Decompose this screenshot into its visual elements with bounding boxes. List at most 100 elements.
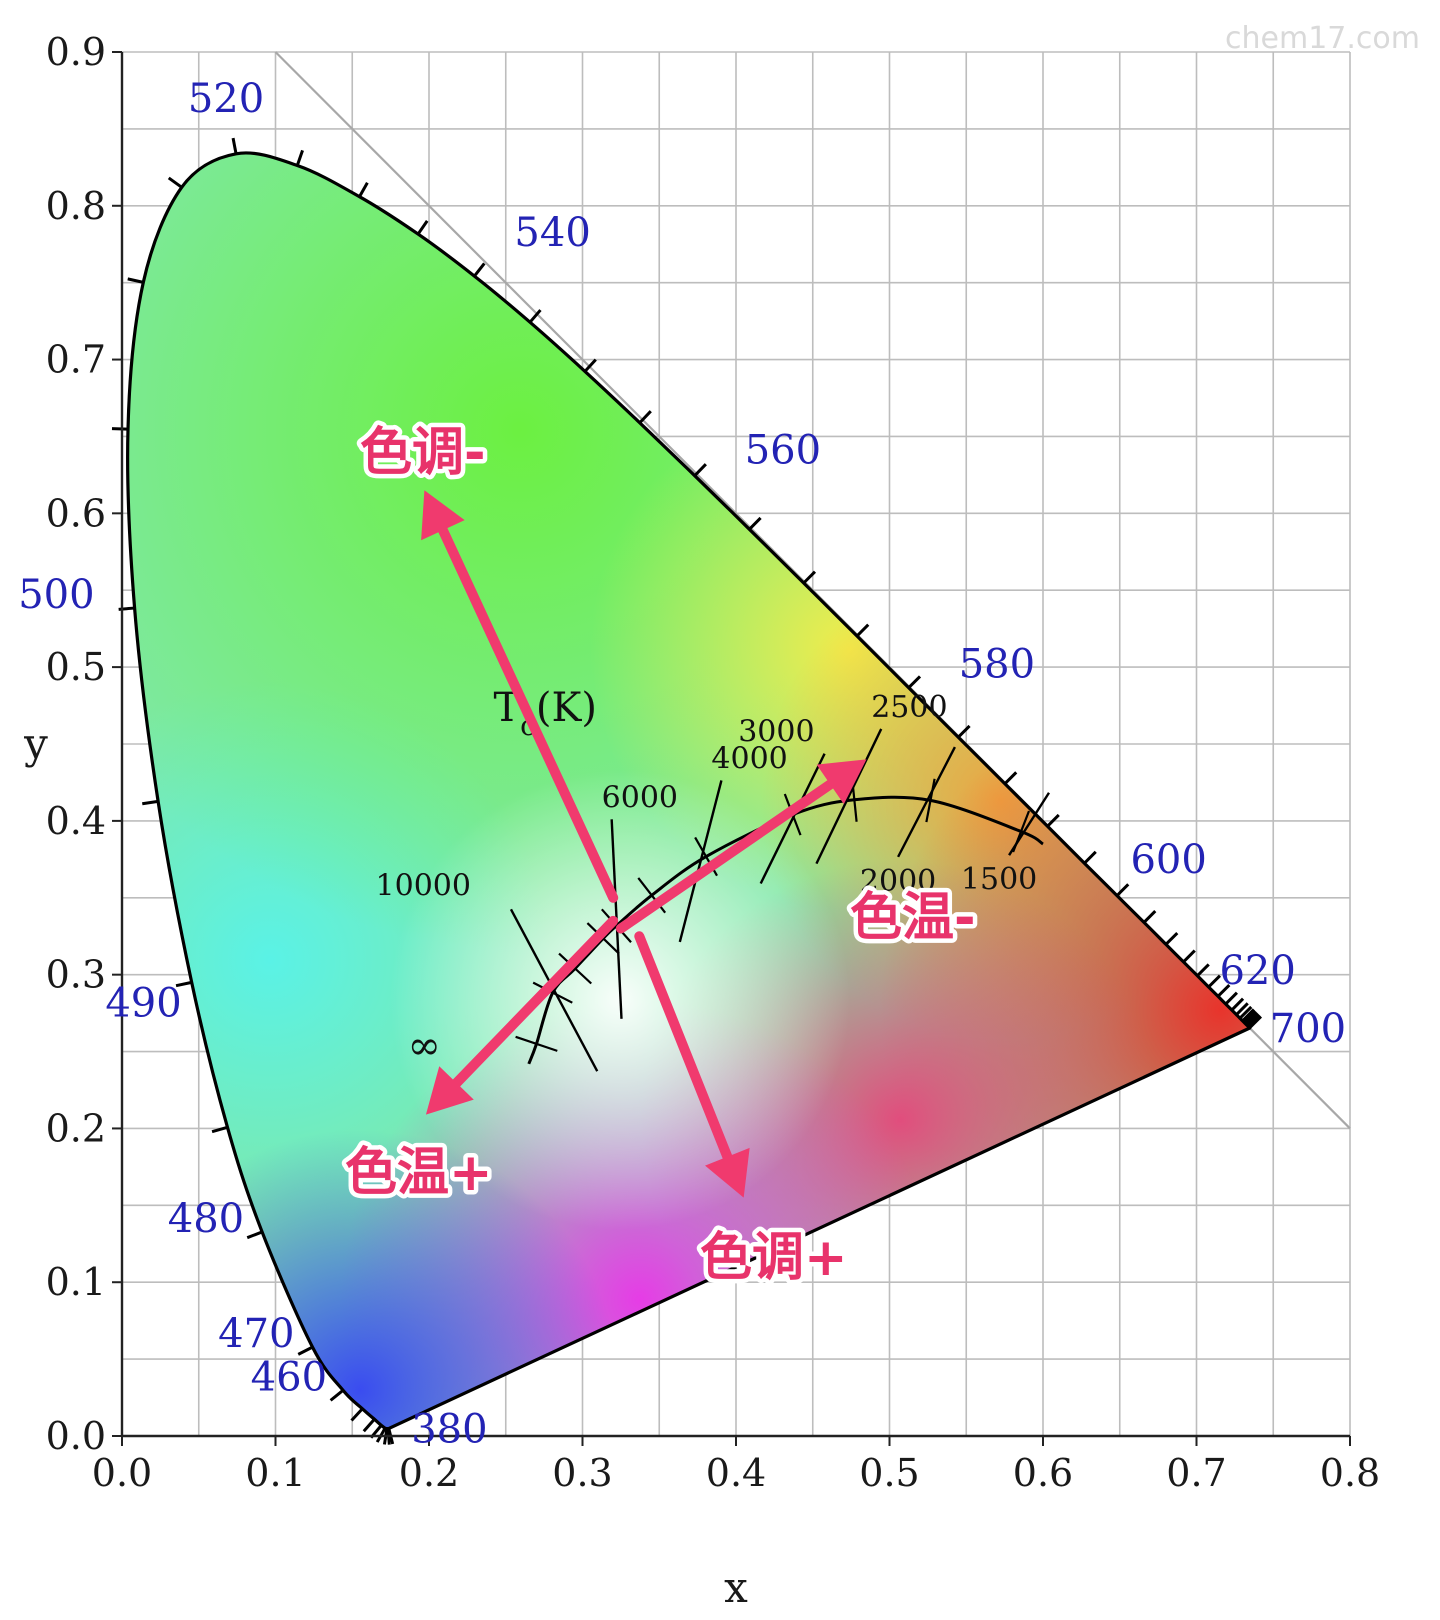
annotation-arrow-head xyxy=(816,759,867,805)
wavelength-tick xyxy=(1230,997,1245,1012)
watermark-top: chem17.com xyxy=(1225,21,1420,56)
wavelength-tick xyxy=(329,1389,344,1402)
wavelength-tick xyxy=(638,410,652,424)
wavelength-tick xyxy=(167,176,183,189)
isotemperature-line xyxy=(678,780,723,943)
y-tick-label: 0.7 xyxy=(46,338,106,382)
isotemperature-line xyxy=(759,753,826,885)
annotation-arrow-shaft xyxy=(451,915,619,1088)
annotation-label: 色温+ xyxy=(345,1143,493,1203)
isotemperature-label: 2000 xyxy=(860,864,936,899)
isotemperature-label: 4000 xyxy=(711,741,787,776)
wavelength-tick xyxy=(416,220,429,235)
wavelength-tick xyxy=(748,516,762,531)
annotation-label: 色温- xyxy=(850,888,976,948)
wavelength-label: 580 xyxy=(959,642,1035,688)
wavelength-tick xyxy=(1238,1005,1253,1020)
wavelength-tick xyxy=(1244,1011,1259,1025)
annotation-arrow-head xyxy=(705,1147,750,1198)
y-tick-label: 0.9 xyxy=(46,30,106,74)
annotation-arrow-shaft xyxy=(634,931,733,1162)
wavelength-tick xyxy=(1046,813,1060,828)
y-tick-label: 0.5 xyxy=(46,645,106,689)
wavelength-tick xyxy=(1196,963,1210,977)
wavelength-tick xyxy=(802,570,817,585)
x-tick-label: 0.2 xyxy=(399,1451,459,1495)
y-tick-label: 0.8 xyxy=(46,184,106,228)
wavelength-tick xyxy=(297,1345,314,1356)
wavelength-tick xyxy=(583,358,597,373)
annotation-arrows xyxy=(421,490,867,1198)
annotation-arrow-head xyxy=(421,490,465,541)
wavelength-label: 620 xyxy=(1219,948,1295,994)
wavelength-label: 490 xyxy=(105,980,181,1026)
wavelength-tick xyxy=(1245,1012,1260,1027)
wavelength-tick xyxy=(127,277,144,284)
isotemperature-line xyxy=(509,908,599,1072)
planckian-tick xyxy=(558,952,592,985)
wavelength-tick xyxy=(1241,1008,1255,1022)
wavelength-tick xyxy=(1115,883,1130,897)
wavelength-label: 500 xyxy=(18,572,94,618)
wavelength-tick xyxy=(1207,974,1222,989)
wavelength-tick xyxy=(1003,771,1018,785)
annotation-arrow-shaft xyxy=(437,525,619,903)
annotation-label: 色调- xyxy=(360,423,486,483)
wavelength-tick xyxy=(528,309,542,324)
wavelength-tick xyxy=(473,262,486,277)
x-tick-label: 0.3 xyxy=(552,1451,612,1495)
planckian-tick xyxy=(925,778,936,823)
wavelength-tick xyxy=(1243,1010,1257,1024)
wavelength-tick xyxy=(175,980,193,988)
isotemperature-label: 1500 xyxy=(961,862,1037,897)
planckian-tick xyxy=(515,1035,558,1052)
wavelength-label: 600 xyxy=(1130,837,1206,883)
y-tick-label: 0.2 xyxy=(46,1106,106,1150)
wavelength-tick xyxy=(855,623,870,638)
wavelength-tick xyxy=(957,724,971,739)
x-axis-title: x xyxy=(724,1563,748,1612)
x-tick-label: 0.7 xyxy=(1166,1451,1226,1495)
planckian-tick xyxy=(586,922,620,955)
y-tick-label: 0.3 xyxy=(46,953,106,997)
wavelength-label: 700 xyxy=(1270,1006,1346,1052)
wavelength-label: 540 xyxy=(514,210,590,256)
wavelength-tick xyxy=(295,149,304,166)
annotation-label: 色调+ xyxy=(700,1228,848,1288)
wavelength-tick xyxy=(142,799,159,806)
y-tick-label: 0.1 xyxy=(46,1260,106,1304)
wavelength-label: 480 xyxy=(168,1196,244,1242)
wavelength-tick xyxy=(1248,1015,1262,1029)
wavelength-tick xyxy=(246,1230,263,1240)
x-tick-label: 0.6 xyxy=(1013,1451,1073,1495)
wavelength-tick xyxy=(231,137,238,155)
wavelength-tick xyxy=(1216,983,1231,998)
y-axis-title: y xyxy=(23,719,48,768)
wavelength-label: 520 xyxy=(188,76,264,122)
isotemperature-label: 3000 xyxy=(738,715,814,750)
annotation-arrow-shaft xyxy=(615,779,836,934)
x-tick-label: 0.1 xyxy=(245,1451,305,1495)
wavelength-tick xyxy=(1235,1002,1249,1016)
wavelength-label: 560 xyxy=(745,428,821,474)
wavelength-tick xyxy=(1164,932,1179,946)
x-tick-label: 0.4 xyxy=(706,1451,766,1495)
annotation-arrow-head xyxy=(425,1066,474,1115)
watermark-bottom: 知乎 @荆慢慢2.0 xyxy=(1079,1532,1395,1578)
isotemperature-line xyxy=(1008,792,1050,856)
wavelength-tick xyxy=(1142,909,1157,924)
wavelength-tick xyxy=(1083,850,1097,865)
wavelength-tick xyxy=(358,182,369,198)
isotemperature-line xyxy=(815,728,883,865)
isotemperature-line xyxy=(897,746,956,858)
spectral-locus xyxy=(111,137,1262,1445)
wavelength-tick xyxy=(1182,949,1196,963)
x-tick-label: 0.0 xyxy=(92,1451,152,1495)
wavelength-tick xyxy=(362,1418,376,1433)
isotemperature-label: 10000 xyxy=(376,868,471,903)
wavelength-tick xyxy=(693,463,707,477)
wavelength-label: 470 xyxy=(218,1311,294,1357)
infinity-label: ∞ xyxy=(408,1023,441,1069)
